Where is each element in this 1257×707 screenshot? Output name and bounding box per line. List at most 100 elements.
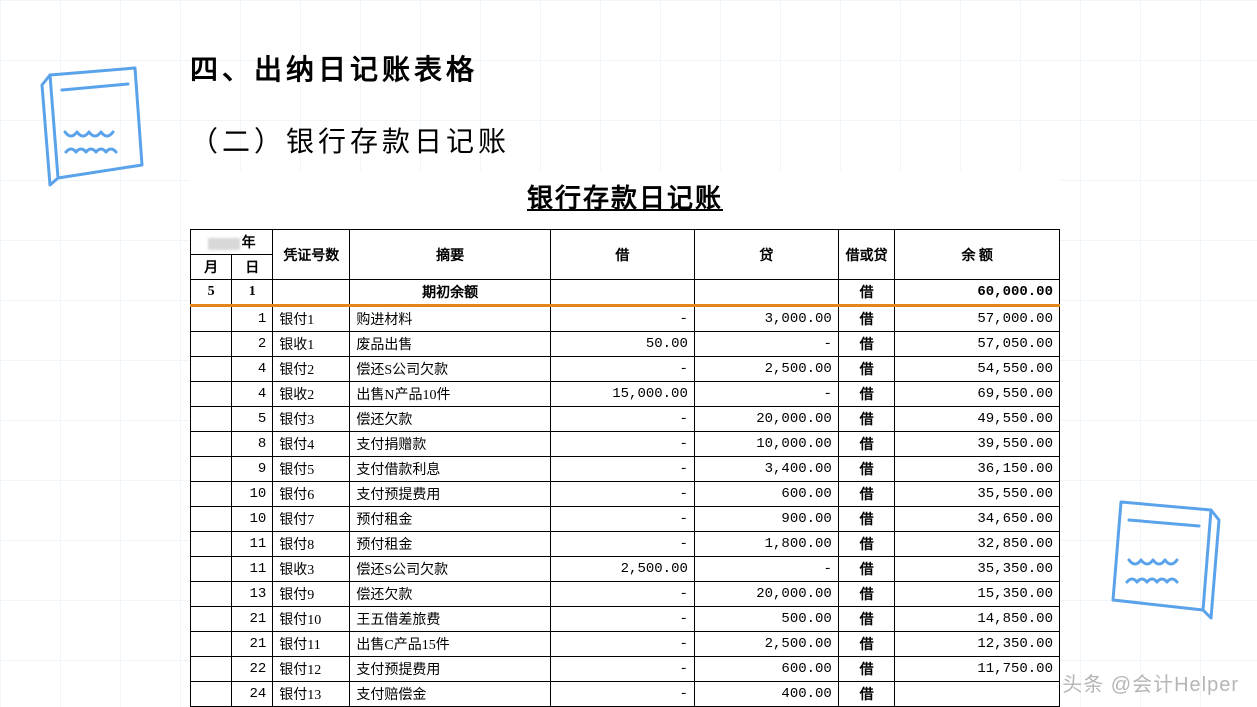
- table-row: 4银付2偿还S公司欠款-2,500.00借54,550.00: [191, 357, 1060, 382]
- cell-balance: 32,850.00: [895, 532, 1060, 557]
- cell-voucher: 银收3: [273, 557, 350, 582]
- col-year: 年: [191, 230, 273, 255]
- cell-balance: 35,350.00: [895, 557, 1060, 582]
- cell-credit: 20,000.00: [694, 582, 838, 607]
- cell-month: [191, 632, 232, 657]
- col-balance: 余 额: [895, 230, 1060, 280]
- cell-day: 5: [232, 407, 273, 432]
- cell-voucher: 银收2: [273, 382, 350, 407]
- table-row: 2银收1废品出售50.00-借57,050.00: [191, 332, 1060, 357]
- cell-month: [191, 557, 232, 582]
- col-day: 日: [232, 255, 273, 280]
- cell-balance: 39,550.00: [895, 432, 1060, 457]
- cell-voucher: 银付4: [273, 432, 350, 457]
- cell-debit: 15,000.00: [550, 382, 694, 407]
- cell-summary: 支付预提费用: [350, 657, 551, 682]
- cell-voucher: 银付1: [273, 306, 350, 332]
- cell-month: [191, 407, 232, 432]
- cell-dc: 借: [838, 457, 895, 482]
- cell-summary: 预付租金: [350, 532, 551, 557]
- cell-summary: 支付借款利息: [350, 457, 551, 482]
- cell-dc: 借: [838, 657, 895, 682]
- cell-day: 21: [232, 632, 273, 657]
- cell-month: [191, 357, 232, 382]
- cell-balance: 35,550.00: [895, 482, 1060, 507]
- cell-credit: -: [694, 382, 838, 407]
- cell-summary: 偿还欠款: [350, 582, 551, 607]
- col-credit: 贷: [694, 230, 838, 280]
- cell-balance: 14,850.00: [895, 607, 1060, 632]
- table-row: 21银付10王五借差旅费-500.00借14,850.00: [191, 607, 1060, 632]
- cell-month: [191, 657, 232, 682]
- table-row: 8银付4支付捐赠款-10,000.00借39,550.00: [191, 432, 1060, 457]
- cell-credit: [694, 280, 838, 306]
- cell-month: [191, 607, 232, 632]
- cell-summary: 偿还S公司欠款: [350, 357, 551, 382]
- ledger-title: 银行存款日记账: [190, 170, 1060, 229]
- col-debit: 借: [550, 230, 694, 280]
- cell-dc: 借: [838, 306, 895, 332]
- cell-voucher: 银付5: [273, 457, 350, 482]
- cell-day: 4: [232, 357, 273, 382]
- cell-day: 10: [232, 482, 273, 507]
- cell-debit: 50.00: [550, 332, 694, 357]
- cell-voucher: 银付2: [273, 357, 350, 382]
- cell-balance: 60,000.00: [895, 280, 1060, 306]
- cell-debit: -: [550, 607, 694, 632]
- cell-balance: 12,350.00: [895, 632, 1060, 657]
- cell-summary: 出售C产品15件: [350, 632, 551, 657]
- cell-voucher: 银收1: [273, 332, 350, 357]
- cell-debit: -: [550, 432, 694, 457]
- cell-debit: 2,500.00: [550, 557, 694, 582]
- cell-balance: 34,650.00: [895, 507, 1060, 532]
- cell-debit: -: [550, 457, 694, 482]
- table-row: 1银付1购进材料-3,000.00借57,000.00: [191, 306, 1060, 332]
- cell-credit: 3,000.00: [694, 306, 838, 332]
- cell-credit: 500.00: [694, 607, 838, 632]
- cell-voucher: [273, 280, 350, 306]
- cell-balance: 57,000.00: [895, 306, 1060, 332]
- cell-voucher: 银付12: [273, 657, 350, 682]
- cell-balance: 11,750.00: [895, 657, 1060, 682]
- col-dc: 借或贷: [838, 230, 895, 280]
- table-row: 11银付8预付租金-1,800.00借32,850.00: [191, 532, 1060, 557]
- cell-voucher: 银付10: [273, 607, 350, 632]
- cell-credit: 900.00: [694, 507, 838, 532]
- cell-summary: 期初余额: [350, 280, 551, 306]
- cell-day: 11: [232, 557, 273, 582]
- cell-month: [191, 382, 232, 407]
- doodle-book-right: [1099, 490, 1229, 630]
- cell-summary: 王五借差旅费: [350, 607, 551, 632]
- cell-balance: 49,550.00: [895, 407, 1060, 432]
- cell-voucher: 银付6: [273, 482, 350, 507]
- doodle-book-left: [30, 60, 160, 200]
- cell-summary: 偿还欠款: [350, 407, 551, 432]
- cell-debit: -: [550, 407, 694, 432]
- cell-debit: -: [550, 482, 694, 507]
- cell-voucher: 银付8: [273, 532, 350, 557]
- cell-day: 1: [232, 280, 273, 306]
- cell-day: 22: [232, 657, 273, 682]
- cell-credit: 600.00: [694, 482, 838, 507]
- cell-month: [191, 482, 232, 507]
- col-summary: 摘要: [350, 230, 551, 280]
- table-row: 5银付3偿还欠款-20,000.00借49,550.00: [191, 407, 1060, 432]
- table-row: 10银付7预付租金-900.00借34,650.00: [191, 507, 1060, 532]
- table-row: 10银付6支付预提费用-600.00借35,550.00: [191, 482, 1060, 507]
- cell-debit: -: [550, 507, 694, 532]
- cell-dc: 借: [838, 357, 895, 382]
- cell-summary: 废品出售: [350, 332, 551, 357]
- cell-day: 21: [232, 607, 273, 632]
- cell-day: 4: [232, 382, 273, 407]
- cell-balance: 54,550.00: [895, 357, 1060, 382]
- cell-day: 2: [232, 332, 273, 357]
- cell-day: 1: [232, 306, 273, 332]
- cell-debit: -: [550, 632, 694, 657]
- cell-day: 11: [232, 532, 273, 557]
- cell-credit: -: [694, 332, 838, 357]
- cell-debit: -: [550, 306, 694, 332]
- cell-dc: 借: [838, 632, 895, 657]
- cell-day: 8: [232, 432, 273, 457]
- cell-dc: 借: [838, 407, 895, 432]
- watermark: 头条 @会计Helper: [1062, 668, 1239, 697]
